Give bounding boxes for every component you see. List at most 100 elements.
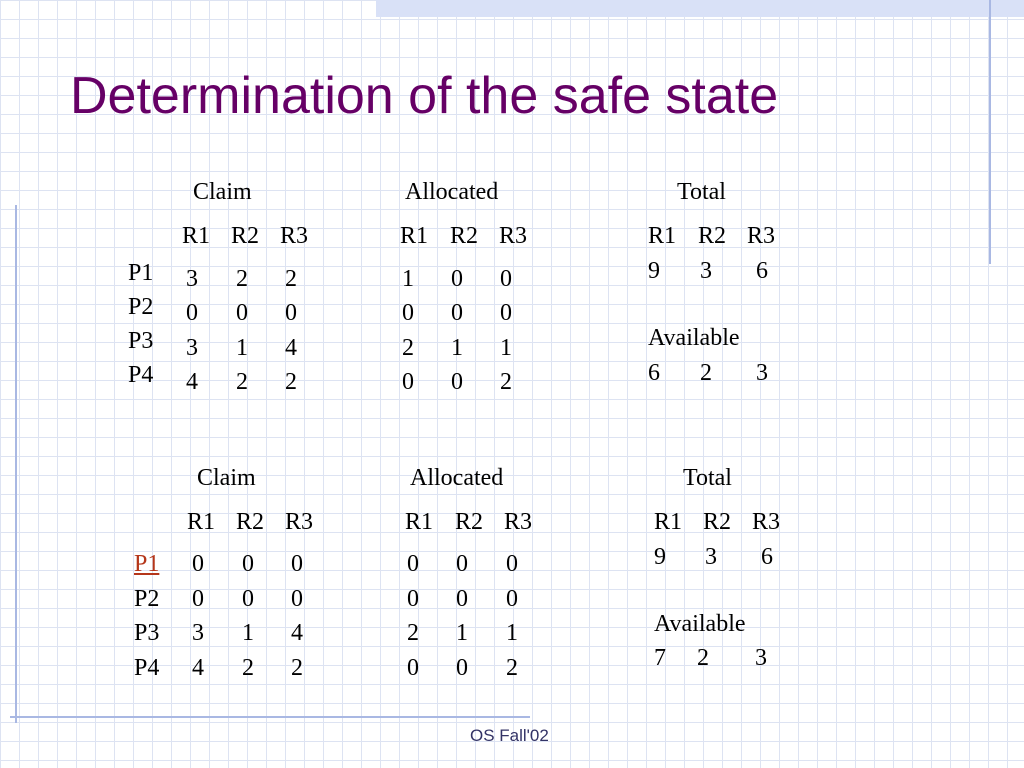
claim-res-r1-1: R1 <box>182 223 211 249</box>
claim-cell-1: 2 <box>236 266 248 292</box>
total-value-2: 6 <box>761 544 773 570</box>
process-label-p3-2: P3 <box>134 620 160 646</box>
allocated-cell-2: 1 <box>456 620 468 646</box>
allocated-cell-1: 2 <box>402 335 414 361</box>
process-label-p2-1: P2 <box>128 294 154 320</box>
total-value-2: 3 <box>705 544 717 570</box>
allocated-cell-1: 1 <box>451 335 463 361</box>
alloc-res-r2-1: R2 <box>450 223 479 249</box>
claim-res-r3-2: R3 <box>285 509 314 535</box>
total-value-2: 9 <box>654 544 666 570</box>
claim-cell-2: 0 <box>242 551 254 577</box>
process-label-p1-highlighted: P1 <box>134 551 160 577</box>
claim-cell-2: 4 <box>291 620 303 646</box>
claim-cell-2: 0 <box>192 551 204 577</box>
total-value-1: 9 <box>648 258 660 284</box>
alloc-res-r2-2: R2 <box>455 509 484 535</box>
allocated-cell-1: 2 <box>500 369 512 395</box>
claim-cell-1: 0 <box>186 300 198 326</box>
allocated-cell-2: 2 <box>407 620 419 646</box>
allocated-cell-1: 0 <box>451 300 463 326</box>
allocated-cell-2: 1 <box>506 620 518 646</box>
allocated-cell-2: 0 <box>407 586 419 612</box>
allocated-cell-1: 1 <box>500 335 512 361</box>
claim-cell-1: 2 <box>236 369 248 395</box>
allocated-cell-2: 2 <box>506 655 518 681</box>
claim-res-r2-2: R2 <box>236 509 265 535</box>
available-value-2: 3 <box>755 645 767 671</box>
claim-cell-2: 3 <box>192 620 204 646</box>
claim-header-2: Claim <box>197 465 256 491</box>
bottom-accent-line <box>10 716 530 718</box>
allocated-cell-1: 0 <box>402 369 414 395</box>
process-label-p3-1: P3 <box>128 328 154 354</box>
allocated-cell-1: 0 <box>500 266 512 292</box>
claim-cell-1: 4 <box>285 335 297 361</box>
slide-title: Determination of the safe state <box>70 67 779 125</box>
claim-cell-1: 0 <box>285 300 297 326</box>
top-accent-bar <box>376 0 1024 17</box>
allocated-cell-2: 0 <box>506 551 518 577</box>
total-value-1: 6 <box>756 258 768 284</box>
claim-header-1: Claim <box>193 179 252 205</box>
claim-cell-2: 0 <box>242 586 254 612</box>
available-label-1: Available <box>648 325 740 351</box>
available-value-1: 3 <box>756 360 768 386</box>
total-res-r1-1: R1 <box>648 223 677 249</box>
claim-res-r2-1: R2 <box>231 223 260 249</box>
process-label-p2-2: P2 <box>134 586 160 612</box>
claim-cell-1: 3 <box>186 266 198 292</box>
claim-cell-1: 2 <box>285 266 297 292</box>
allocated-cell-2: 0 <box>456 586 468 612</box>
available-value-1: 6 <box>648 360 660 386</box>
allocated-cell-2: 0 <box>506 586 518 612</box>
left-accent-line <box>15 205 17 723</box>
claim-cell-2: 2 <box>291 655 303 681</box>
allocated-cell-1: 0 <box>500 300 512 326</box>
alloc-res-r1-1: R1 <box>400 223 429 249</box>
total-res-r1-2: R1 <box>654 509 683 535</box>
claim-cell-1: 0 <box>236 300 248 326</box>
allocated-header-1: Allocated <box>405 179 499 205</box>
process-label-p4-2: P4 <box>134 655 160 681</box>
available-value-1: 2 <box>700 360 712 386</box>
total-value-1: 3 <box>700 258 712 284</box>
total-res-r3-2: R3 <box>752 509 781 535</box>
process-label-p4-1: P4 <box>128 362 154 388</box>
claim-cell-2: 0 <box>192 586 204 612</box>
total-header-1: Total <box>677 179 726 205</box>
allocated-cell-2: 0 <box>456 655 468 681</box>
claim-cell-1: 4 <box>186 369 198 395</box>
allocated-cell-2: 0 <box>407 551 419 577</box>
process-label-p1-1: P1 <box>128 260 154 286</box>
alloc-res-r3-1: R3 <box>499 223 528 249</box>
claim-res-r1-2: R1 <box>187 509 216 535</box>
claim-cell-2: 0 <box>291 551 303 577</box>
total-res-r3-1: R3 <box>747 223 776 249</box>
allocated-cell-2: 0 <box>407 655 419 681</box>
claim-cell-1: 1 <box>236 335 248 361</box>
claim-cell-2: 1 <box>242 620 254 646</box>
allocated-cell-2: 0 <box>456 551 468 577</box>
claim-cell-2: 2 <box>242 655 254 681</box>
claim-cell-2: 4 <box>192 655 204 681</box>
total-res-r2-1: R2 <box>698 223 727 249</box>
claim-cell-2: 0 <box>291 586 303 612</box>
total-header-2: Total <box>683 465 732 491</box>
allocated-header-2: Allocated <box>410 465 504 491</box>
available-value-2: 2 <box>697 645 709 671</box>
claim-res-r3-1: R3 <box>280 223 309 249</box>
allocated-cell-1: 0 <box>402 300 414 326</box>
claim-cell-1: 3 <box>186 335 198 361</box>
alloc-res-r1-2: R1 <box>405 509 434 535</box>
right-accent-line <box>989 0 991 264</box>
allocated-cell-1: 0 <box>451 266 463 292</box>
allocated-cell-1: 0 <box>451 369 463 395</box>
claim-cell-1: 2 <box>285 369 297 395</box>
available-value-2: 7 <box>654 645 666 671</box>
footer-text: OS Fall'02 <box>470 726 549 745</box>
alloc-res-r3-2: R3 <box>504 509 533 535</box>
total-res-r2-2: R2 <box>703 509 732 535</box>
allocated-cell-1: 1 <box>402 266 414 292</box>
